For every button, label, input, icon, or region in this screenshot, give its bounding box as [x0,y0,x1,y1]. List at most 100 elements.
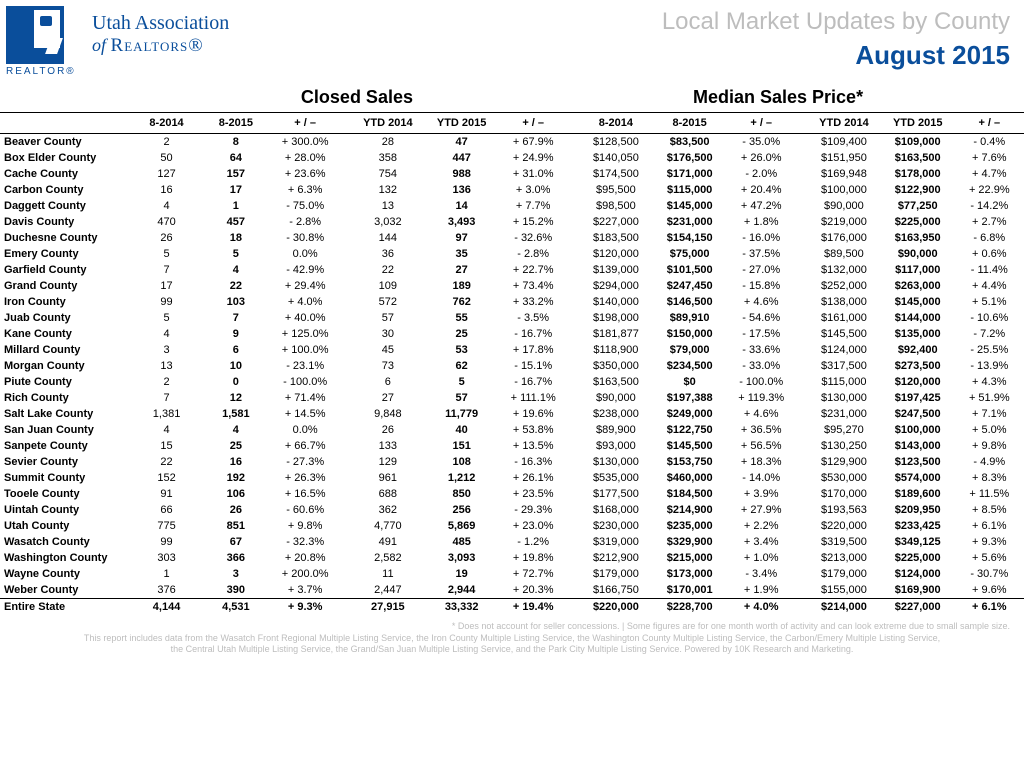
association-line2: of Realtors® [92,35,229,57]
cell-gap [796,486,807,502]
cell: $120,000 [579,246,653,262]
cell: $117,000 [881,262,955,278]
cell: + 17.8% [499,342,568,358]
association-name: Utah Association of Realtors® [92,6,229,57]
cell: + 14.5% [271,406,340,422]
cell: $92,400 [881,342,955,358]
cell-gap [340,518,351,534]
cell: $130,000 [579,454,653,470]
report-title: Local Market Updates by County [662,8,1010,36]
cell-gap [568,182,579,198]
cell-gap [340,582,351,599]
cell: $197,388 [653,390,727,406]
cell: $122,900 [881,182,955,198]
cell: $177,500 [579,486,653,502]
cell: 3 [201,566,270,582]
cell: 13 [132,358,201,374]
cell-gap [340,134,351,151]
cell: 11,779 [425,406,499,422]
cell: 16 [132,182,201,198]
cell: 55 [425,310,499,326]
cell: - 33.0% [727,358,796,374]
cell-gap [796,198,807,214]
county-name: Sanpete County [0,438,132,454]
cell: 73 [351,358,425,374]
cell: $183,500 [579,230,653,246]
cell-gap [796,230,807,246]
table-row: Davis County470457- 2.8%3,0323,493+ 15.2… [0,214,1024,230]
cell: + 200.0% [271,566,340,582]
cell: 108 [425,454,499,470]
cell: 26 [201,502,270,518]
cell-gap [796,358,807,374]
cell: 4,531 [201,599,270,616]
cell: 4 [132,326,201,342]
cell: + 111.1% [499,390,568,406]
cell: 129 [351,454,425,470]
footnote-3: the Central Utah Multiple Listing Servic… [14,644,1010,656]
cell: 30 [351,326,425,342]
cell-gap [796,518,807,534]
cell: $146,500 [653,294,727,310]
cell: 851 [201,518,270,534]
cell-gap [340,326,351,342]
cell: 5 [132,246,201,262]
cell: 103 [201,294,270,310]
cell: 19 [425,566,499,582]
table-row: Carbon County1617+ 6.3%132136+ 3.0%$95,5… [0,182,1024,198]
cell-gap [340,406,351,422]
cell: - 23.1% [271,358,340,374]
cell: $233,425 [881,518,955,534]
county-name: Wasatch County [0,534,132,550]
table-row: Wayne County13+ 200.0%1119+ 72.7%$179,00… [0,566,1024,582]
cell: $75,000 [653,246,727,262]
county-name: Weber County [0,582,132,599]
cell: - 10.6% [955,310,1024,326]
cell: + 3.0% [499,182,568,198]
cell-gap [568,486,579,502]
cell-gap [568,134,579,151]
cell: 97 [425,230,499,246]
cell: + 67.9% [499,134,568,151]
cell: 26 [351,422,425,438]
cell: - 16.0% [727,230,796,246]
cell: + 11.5% [955,486,1024,502]
table-row: Sanpete County1525+ 66.7%133151+ 13.5%$9… [0,438,1024,454]
county-name: Tooele County [0,486,132,502]
col-cs-8-2015: 8-2015 [201,113,270,134]
cell-gap [568,566,579,582]
cell: $124,000 [881,566,955,582]
county-name: Washington County [0,550,132,566]
col-mp-ytd14: YTD 2014 [807,113,881,134]
cell: 16 [201,454,270,470]
cell: + 23.6% [271,166,340,182]
cell: - 27.3% [271,454,340,470]
cell: $154,150 [653,230,727,246]
cell: - 11.4% [955,262,1024,278]
cell: - 15.8% [727,278,796,294]
col-cs-pm: + / – [271,113,340,134]
col-cs-8-2014: 8-2014 [132,113,201,134]
cell: $350,000 [579,358,653,374]
cell: 762 [425,294,499,310]
cell: 127 [132,166,201,182]
col-mp-8-2015: 8-2015 [653,113,727,134]
cell: $145,000 [881,294,955,310]
table-row: Duchesne County2618- 30.8%14497- 32.6%$1… [0,230,1024,246]
cell: $79,000 [653,342,727,358]
cell: 2,447 [351,582,425,599]
col-mp-pm: + / – [727,113,796,134]
cell: 13 [351,198,425,214]
cell: + 2.2% [727,518,796,534]
report-title-block: Local Market Updates by County August 20… [662,6,1010,71]
cell: + 8.5% [955,502,1024,518]
cell: 18 [201,230,270,246]
cell-gap [340,150,351,166]
cell: $263,000 [881,278,955,294]
cell: $176,500 [653,150,727,166]
cell: 7 [132,262,201,278]
cell: $227,000 [881,599,955,616]
cell-gap [568,470,579,486]
cell: $193,563 [807,502,881,518]
footnote-2: This report includes data from the Wasat… [14,633,1010,645]
